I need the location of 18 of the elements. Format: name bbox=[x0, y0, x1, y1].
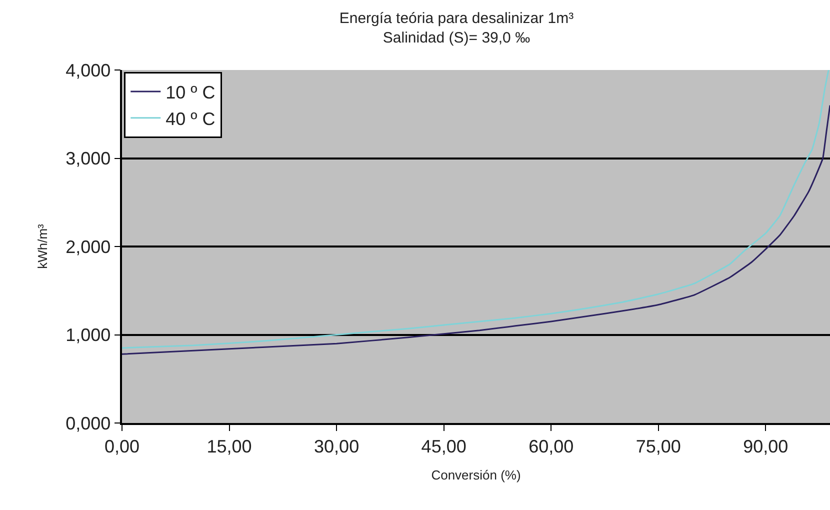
y-tick-label: 0,000 bbox=[66, 413, 111, 434]
x-axis-title: Conversión (%) bbox=[431, 467, 521, 482]
x-tick-label: 60,00 bbox=[528, 436, 574, 456]
x-tick-label: 30,00 bbox=[314, 436, 360, 456]
chart-subtitle: Salinidad (S)= 39,0 ‰ bbox=[382, 29, 530, 46]
x-tick-label: 90,00 bbox=[743, 436, 788, 456]
x-tick-label: 75,00 bbox=[636, 436, 681, 456]
x-tick-label: 15,00 bbox=[206, 436, 252, 456]
x-tick-label: 45,00 bbox=[421, 436, 466, 456]
legend-label: 10 º C bbox=[166, 82, 216, 102]
y-axis-title: kWh/m³ bbox=[35, 223, 50, 269]
chart-title: Energía teória para desalinizar 1m³ bbox=[339, 10, 574, 27]
y-tick-label: 4,000 bbox=[66, 60, 111, 80]
x-tick-label: 0,00 bbox=[104, 436, 140, 456]
y-tick-label: 2,000 bbox=[66, 236, 111, 257]
y-tick-label: 1,000 bbox=[66, 325, 111, 346]
y-tick-label: 3,000 bbox=[66, 148, 111, 169]
legend-label: 40 º C bbox=[166, 108, 216, 129]
